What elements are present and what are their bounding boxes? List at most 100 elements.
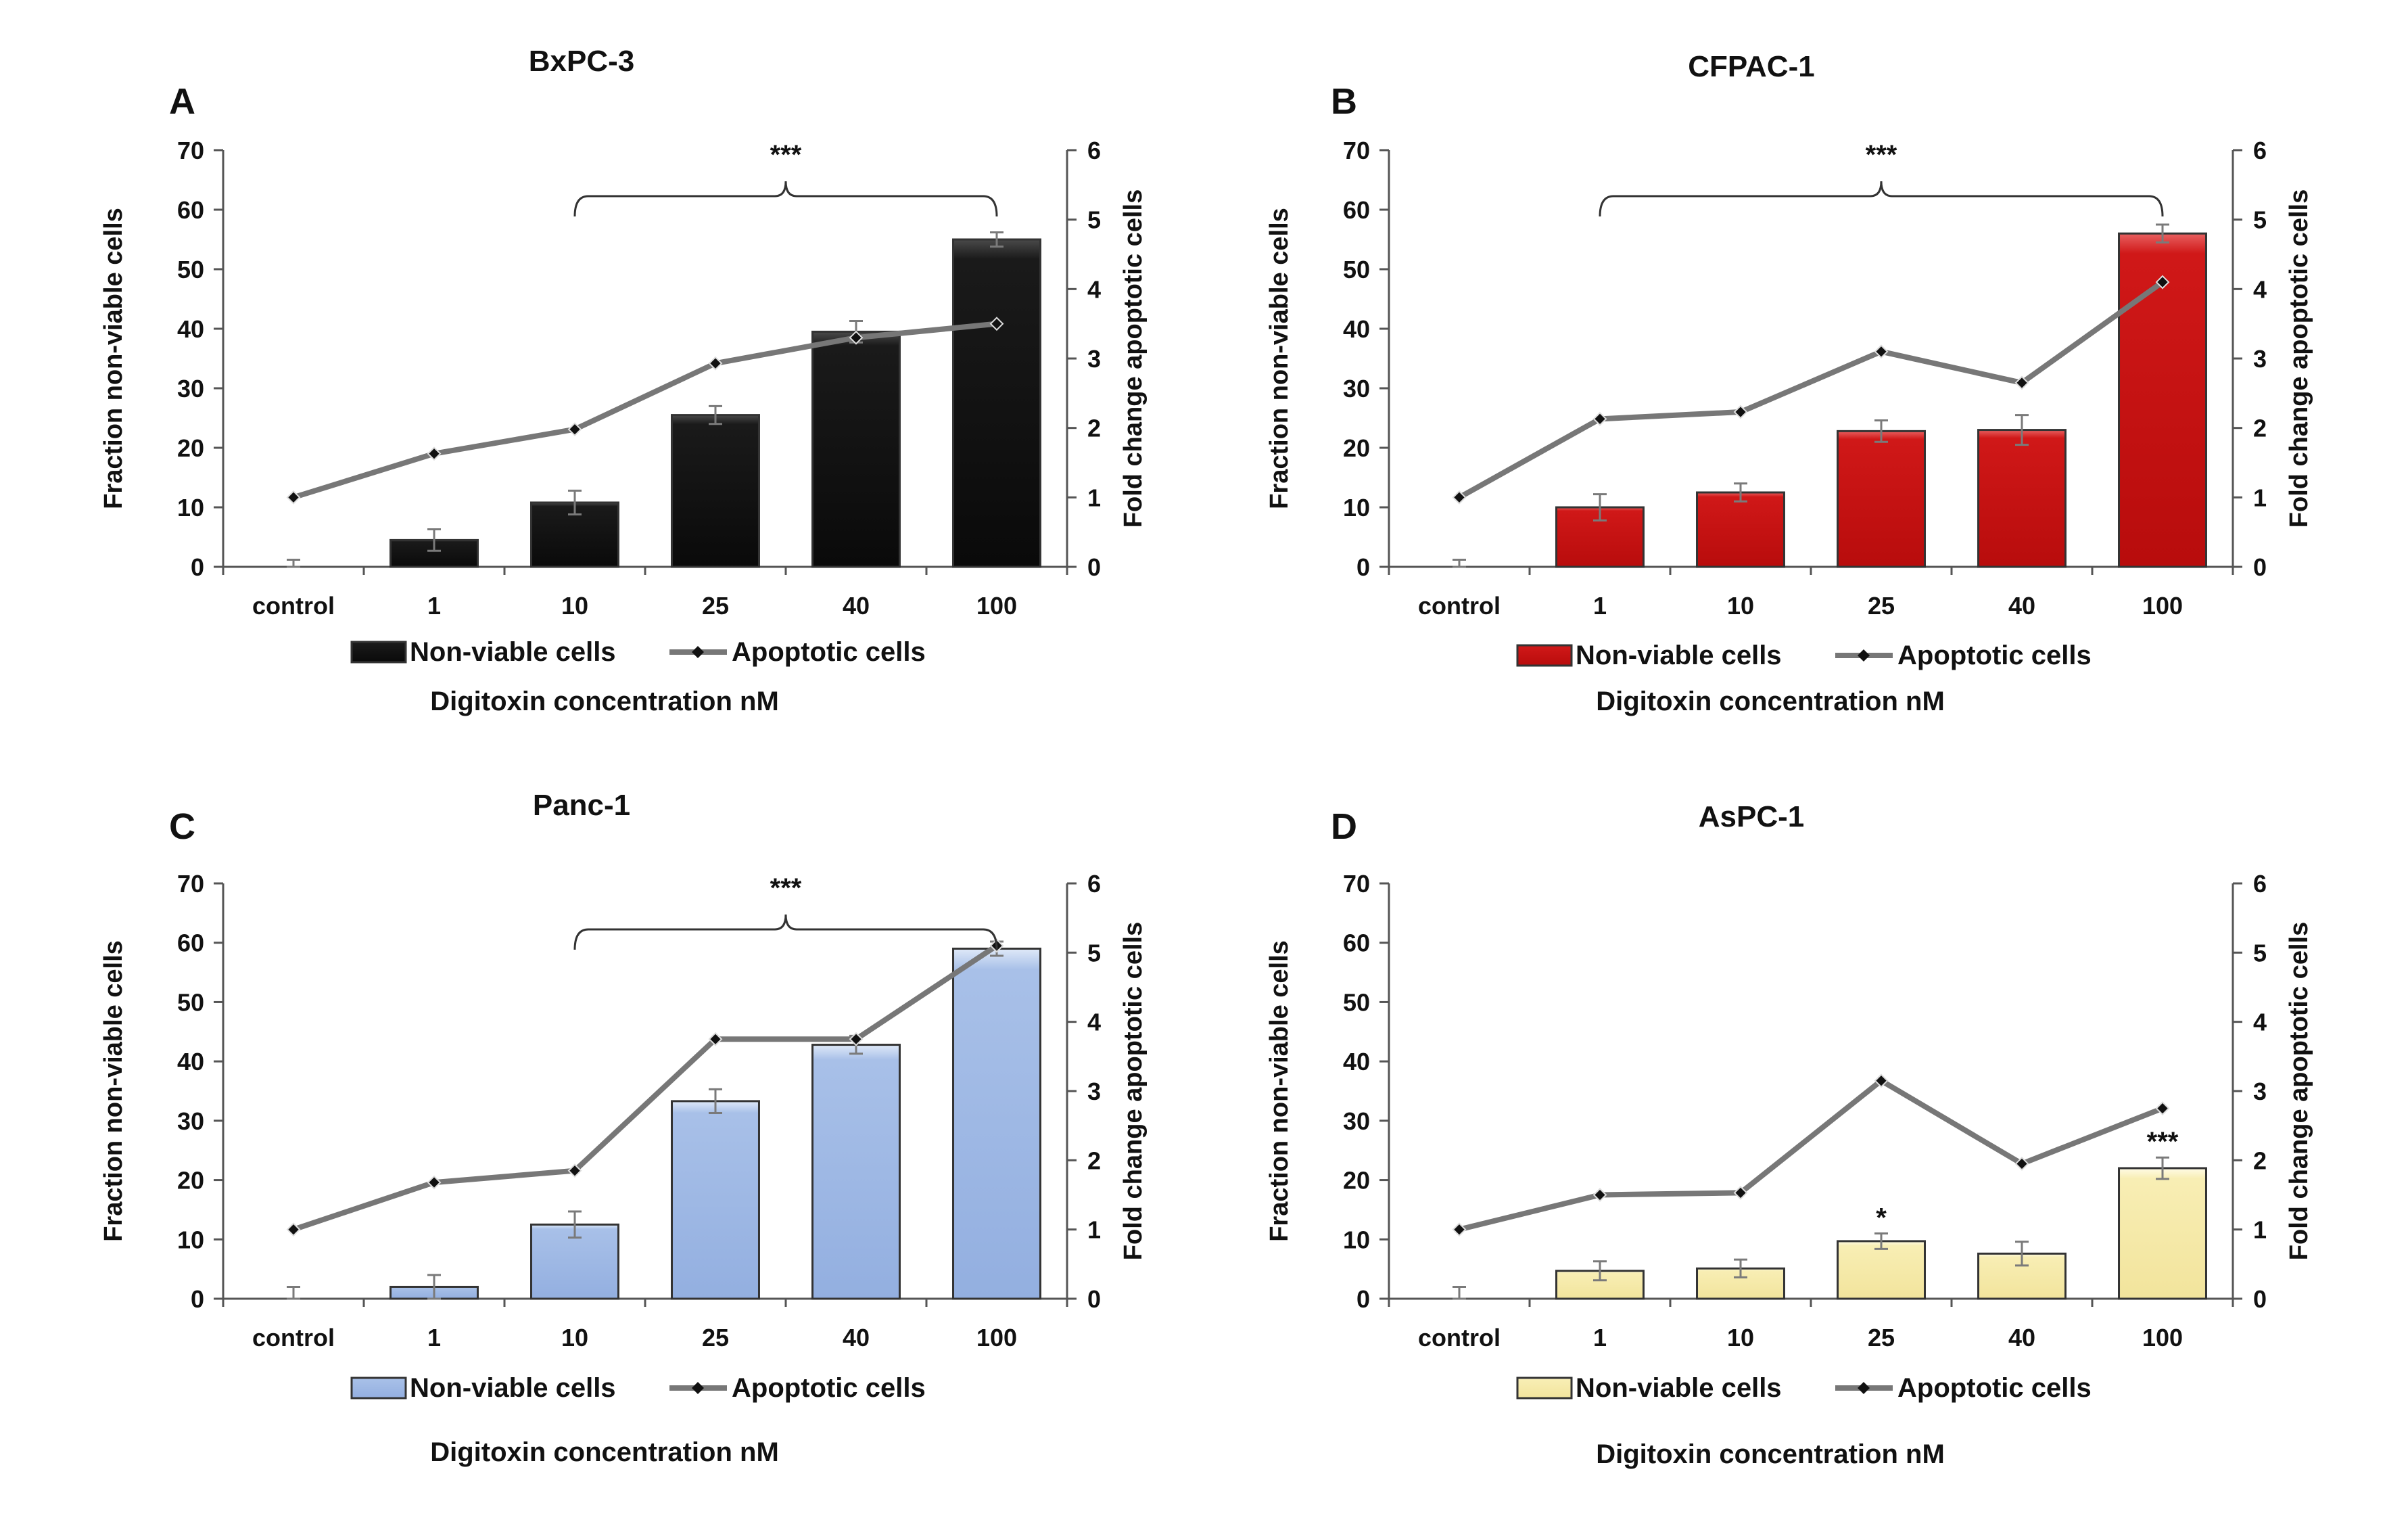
y-tick-label-left: 50 bbox=[1343, 256, 1370, 283]
y-tick-label-right: 4 bbox=[2253, 1009, 2267, 1036]
significance-label: *** bbox=[770, 873, 802, 903]
x-tick-label: 100 bbox=[976, 592, 1017, 620]
y-tick-label-right: 1 bbox=[1087, 1216, 1101, 1244]
bar bbox=[671, 1100, 760, 1300]
bar bbox=[811, 330, 901, 568]
x-tick-label: 1 bbox=[427, 592, 441, 620]
legend-line-marker bbox=[692, 1382, 704, 1394]
chart-title: CFPAC-1 bbox=[1688, 50, 1814, 83]
x-tick-label: 100 bbox=[976, 1324, 1017, 1351]
apoptotic-line bbox=[292, 943, 999, 1232]
apoptotic-point bbox=[2014, 1157, 2029, 1171]
y-tick-label-left: 70 bbox=[1343, 870, 1370, 898]
apoptotic-point bbox=[1874, 344, 1889, 359]
y-tick-label-right: 4 bbox=[1087, 1009, 1101, 1036]
panel-B: CFPAC-1 B 0 10 20 30 40 50 60 70 0 1 2 3 4 5 6 control 1 10… bbox=[1265, 50, 2313, 716]
apoptotic-point bbox=[2014, 375, 2029, 390]
legend-bar-swatch bbox=[350, 1377, 407, 1400]
y-axis-title-left: Fraction non-viable cells bbox=[99, 208, 128, 509]
bar bbox=[1837, 1240, 1926, 1300]
y-tick-label-right: 6 bbox=[2253, 870, 2267, 898]
panel-letter: D bbox=[1331, 806, 1357, 847]
bar bbox=[2118, 1167, 2207, 1300]
y-tick-label-left: 10 bbox=[1343, 494, 1370, 522]
y-axis-title-right: Fold change apoptotic cells bbox=[1119, 922, 1148, 1260]
y-tick-label-right: 1 bbox=[1087, 484, 1101, 511]
apoptotic-point bbox=[567, 422, 582, 437]
y-tick-label-left: 10 bbox=[177, 1226, 204, 1253]
apoptotic-point bbox=[2155, 275, 2170, 290]
apoptotic-point bbox=[1452, 1222, 1467, 1237]
panel-C: Panc-1 C 0 10 20 30 40 50 60 70 0 1 2 3 4 5 6 control 1 10 2… bbox=[99, 789, 1148, 1467]
apoptotic-point bbox=[849, 330, 864, 345]
chart-title: Panc-1 bbox=[533, 789, 630, 822]
x-tick-label: control bbox=[1418, 1324, 1501, 1351]
x-tick-label: 10 bbox=[561, 1324, 588, 1351]
x-axis-title: Digitoxin concentration nM bbox=[1596, 1439, 1945, 1469]
x-tick-label: control bbox=[252, 1324, 335, 1351]
legend-bar-label: Non-viable cells bbox=[410, 637, 616, 667]
y-tick-label-left: 70 bbox=[1343, 137, 1370, 164]
panel-D: AsPC-1 D 0 10 20 30 40 50 60 70 0 1 2 3 4 5 6 control 1 10 2… bbox=[1265, 800, 2313, 1469]
significance-bracket bbox=[1599, 181, 2164, 217]
x-tick-label: 10 bbox=[1727, 1324, 1754, 1351]
apoptotic-point bbox=[1733, 1186, 1748, 1200]
apoptotic-point bbox=[2155, 1101, 2170, 1115]
apoptotic-point bbox=[1733, 404, 1748, 419]
y-tick-label-right: 6 bbox=[1087, 137, 1101, 164]
bar bbox=[1696, 1267, 1785, 1300]
apoptotic-point bbox=[567, 1163, 582, 1178]
bar bbox=[1977, 429, 2067, 568]
y-tick-label-right: 6 bbox=[1087, 870, 1101, 898]
y-tick-label-left: 60 bbox=[177, 196, 204, 224]
apoptotic-point bbox=[1592, 411, 1607, 426]
significance-bracket bbox=[573, 914, 998, 950]
y-tick-label-right: 0 bbox=[2253, 553, 2267, 581]
x-tick-label: 100 bbox=[2142, 592, 2183, 620]
x-tick-label: 10 bbox=[561, 592, 588, 620]
apoptotic-point bbox=[1592, 1188, 1607, 1202]
chart-title: BxPC-3 bbox=[529, 45, 635, 78]
y-tick-label-left: 20 bbox=[177, 434, 204, 462]
significance-label: *** bbox=[770, 140, 802, 170]
x-tick-label: 25 bbox=[1868, 1324, 1895, 1351]
y-tick-label-right: 5 bbox=[2253, 939, 2267, 967]
x-axis-title: Digitoxin concentration nM bbox=[430, 1437, 779, 1467]
significance-bracket bbox=[573, 181, 998, 217]
y-tick-label-left: 60 bbox=[1343, 929, 1370, 957]
y-tick-label-left: 20 bbox=[1343, 1167, 1370, 1195]
x-tick-label: 25 bbox=[1868, 592, 1895, 620]
legend-line-label: Apoptotic cells bbox=[1897, 1373, 2092, 1403]
y-tick-label-right: 0 bbox=[1087, 1285, 1101, 1313]
apoptotic-point bbox=[427, 1175, 442, 1190]
x-tick-label: 40 bbox=[843, 1324, 870, 1351]
y-tick-label-right: 2 bbox=[2253, 1147, 2267, 1174]
y-tick-label-left: 20 bbox=[1343, 434, 1370, 462]
panel-letter: A bbox=[169, 81, 195, 122]
apoptotic-point bbox=[1452, 490, 1467, 505]
y-tick-label-left: 50 bbox=[177, 988, 204, 1016]
x-tick-label: 100 bbox=[2142, 1324, 2183, 1351]
y-tick-label-left: 30 bbox=[177, 1107, 204, 1135]
y-tick-label-right: 4 bbox=[1087, 275, 1101, 303]
y-tick-label-left: 0 bbox=[1356, 1285, 1370, 1313]
x-tick-label: control bbox=[1418, 592, 1501, 620]
y-axis-title-right: Fold change apoptotic cells bbox=[2285, 189, 2313, 528]
y-tick-label-left: 70 bbox=[177, 137, 204, 164]
y-tick-label-right: 1 bbox=[2253, 484, 2267, 511]
y-tick-label-left: 20 bbox=[177, 1167, 204, 1195]
apoptotic-point bbox=[1874, 1073, 1889, 1088]
y-tick-label-left: 40 bbox=[1343, 315, 1370, 343]
y-tick-label-left: 30 bbox=[177, 375, 204, 402]
x-tick-label: control bbox=[252, 592, 335, 620]
x-tick-label: 1 bbox=[427, 1324, 441, 1351]
y-tick-label-left: 30 bbox=[1343, 375, 1370, 402]
y-tick-label-right: 0 bbox=[1087, 553, 1101, 581]
legend-bar-swatch bbox=[350, 641, 407, 664]
x-tick-label: 40 bbox=[2008, 592, 2035, 620]
y-tick-label-right: 1 bbox=[2253, 1216, 2267, 1244]
y-tick-label-right: 3 bbox=[1087, 1078, 1101, 1105]
panel-A: BxPC-3 A 0 10 20 30 40 50 60 70 0 1 2 3 4 5 6 control 1 10 2… bbox=[99, 45, 1148, 716]
apoptotic-point bbox=[427, 446, 442, 461]
